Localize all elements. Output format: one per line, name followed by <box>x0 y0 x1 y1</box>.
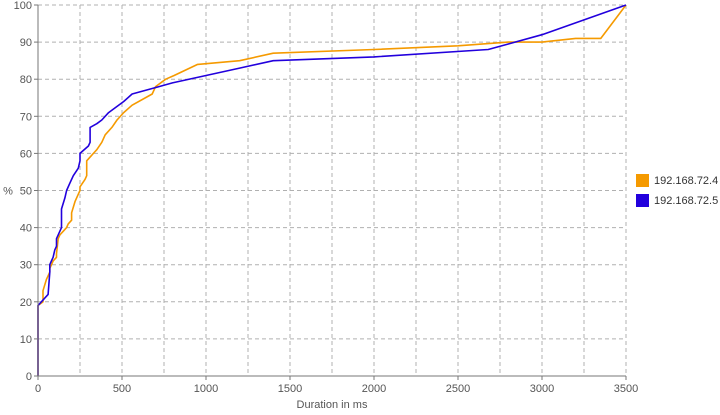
legend-label: 192.168.72.5 <box>654 195 718 207</box>
x-tick-label: 1500 <box>278 383 302 395</box>
x-tick-label: 2000 <box>362 383 386 395</box>
y-tick-label: 40 <box>20 223 32 235</box>
x-tick-label: 500 <box>113 383 131 395</box>
y-tick-label: 80 <box>20 74 32 86</box>
x-tick-label: 0 <box>35 383 41 395</box>
series-line-1 <box>37 4 627 376</box>
y-tick-label: 0 <box>26 371 32 383</box>
legend-swatch <box>636 194 649 207</box>
series-line-2 <box>37 4 627 376</box>
x-axis-title: Duration in ms <box>297 399 368 411</box>
y-axis-title: % <box>3 186 13 198</box>
y-tick-label: 70 <box>20 111 32 123</box>
grid <box>38 4 627 376</box>
axes <box>34 4 627 380</box>
y-tick-label: 50 <box>20 186 32 198</box>
y-tick-label: 30 <box>20 260 32 272</box>
y-tick-label: 20 <box>20 297 32 309</box>
x-tick-label: 3500 <box>614 383 638 395</box>
legend-swatch <box>636 174 649 187</box>
y-tick-label: 100 <box>14 0 32 12</box>
legend-label: 192.168.72.4 <box>654 175 718 187</box>
y-tick-label: 90 <box>20 37 32 49</box>
x-tick-label: 2500 <box>446 383 470 395</box>
y-tick-label: 10 <box>20 334 32 346</box>
legend: 192.168.72.4 192.168.72.5 <box>636 174 718 207</box>
x-tick-label: 1000 <box>194 383 218 395</box>
series-lines <box>37 4 627 376</box>
x-tick-label: 3000 <box>530 383 554 395</box>
y-tick-label: 60 <box>20 148 32 160</box>
